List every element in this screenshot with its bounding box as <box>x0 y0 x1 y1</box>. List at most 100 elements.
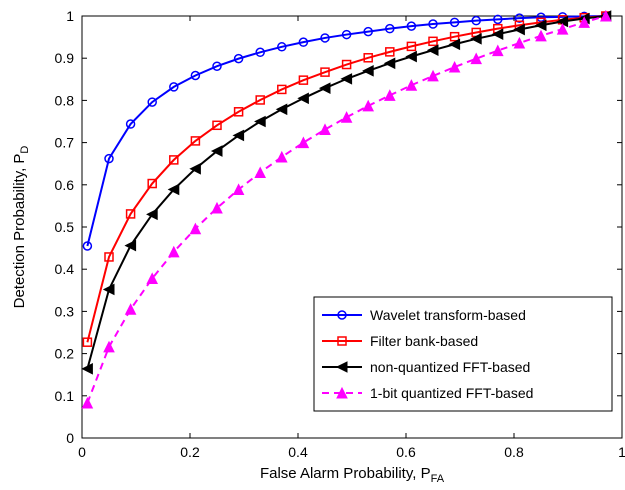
data-point-1-bit-quantized-fft-based <box>275 150 288 163</box>
series-filter-bank-based <box>82 11 611 347</box>
data-point-wavelet-transform-based <box>82 241 93 251</box>
series-line-wavelet-transform-based <box>86 15 606 247</box>
data-point-1-bit-quantized-fft-based <box>578 16 591 28</box>
data-point-non-quantized-fft-based <box>318 82 331 94</box>
data-point-1-bit-quantized-fft-based <box>254 166 267 179</box>
x-tick-label: 1 <box>618 444 625 460</box>
y-tick-label: 0.5 <box>55 219 75 235</box>
y-tick-label: 0.8 <box>55 92 75 108</box>
x-axis-title-subscript: FA <box>431 473 445 485</box>
data-point-filter-bank-based <box>428 36 438 47</box>
data-point-filter-bank-based <box>320 67 330 77</box>
data-point-filter-bank-based <box>147 178 157 189</box>
legend-item-1-bit-quantized-fft-based: 1-bit quantized FFT-based <box>322 385 533 401</box>
data-point-wavelet-transform-based <box>471 15 481 26</box>
data-point-1-bit-quantized-fft-based <box>211 201 223 214</box>
data-point-1-bit-quantized-fft-based <box>535 29 547 42</box>
data-point-wavelet-transform-based <box>449 17 460 28</box>
data-point-non-quantized-fft-based <box>534 19 547 32</box>
series-line-filter-bank-based <box>86 15 606 343</box>
data-point-non-quantized-fft-based <box>167 183 180 196</box>
legend-label: Wavelet transform-based <box>370 307 526 323</box>
data-point-non-quantized-fft-based <box>102 283 115 296</box>
data-point-non-quantized-fft-based <box>426 44 439 56</box>
legend-swatch-marker <box>337 310 347 320</box>
data-point-1-bit-quantized-fft-based <box>448 60 461 73</box>
data-point-1-bit-quantized-fft-based <box>319 123 331 136</box>
data-point-non-quantized-fft-based <box>340 73 353 85</box>
data-point-filter-bank-based <box>233 107 244 117</box>
data-point-filter-bank-based <box>104 252 114 262</box>
x-tick-label: 0.6 <box>396 444 416 460</box>
legend-item-filter-bank-based: Filter bank-based <box>322 333 478 349</box>
data-point-wavelet-transform-based <box>125 119 136 129</box>
data-point-1-bit-quantized-fft-based <box>513 36 526 49</box>
data-point-wavelet-transform-based <box>169 82 179 92</box>
data-point-filter-bank-based <box>385 47 395 57</box>
y-tick-label: 0.9 <box>55 50 75 66</box>
y-axis-ticks: 0 0.1 0.2 0.3 0.4 0.5 0.6 0.7 0.8 0.9 1 <box>55 8 622 446</box>
data-point-non-quantized-fft-based <box>470 32 482 45</box>
legend-swatch-marker <box>336 386 348 399</box>
data-point-wavelet-transform-based <box>341 29 352 40</box>
y-axis-title-main: Detection Probability, P <box>11 154 28 309</box>
data-point-filter-bank-based <box>190 136 201 146</box>
data-point-filter-bank-based <box>363 53 373 63</box>
data-point-filter-bank-based <box>406 41 417 52</box>
series-wavelet-transform-based <box>82 11 611 251</box>
y-tick-label: 1 <box>66 8 74 24</box>
data-point-non-quantized-fft-based <box>491 28 504 40</box>
y-tick-label: 0.6 <box>55 177 75 193</box>
data-point-1-bit-quantized-fft-based <box>427 69 439 82</box>
data-point-wavelet-transform-based <box>277 42 287 52</box>
data-point-filter-bank-based <box>169 155 179 165</box>
x-tick-label: 0.4 <box>288 444 308 460</box>
legend: Wavelet transform-based Filter bank-based… <box>313 296 613 412</box>
legend-item-wavelet-transform-based: Wavelet transform-based <box>322 307 526 323</box>
x-tick-label: 0.2 <box>180 444 200 460</box>
data-point-wavelet-transform-based <box>104 153 114 164</box>
data-point-1-bit-quantized-fft-based <box>383 89 396 101</box>
data-point-filter-bank-based <box>255 95 265 105</box>
data-point-filter-bank-based <box>449 31 460 42</box>
data-point-1-bit-quantized-fft-based <box>103 340 115 353</box>
data-point-non-quantized-fft-based <box>362 65 374 77</box>
data-point-non-quantized-fft-based <box>146 208 158 221</box>
x-axis-title: False Alarm Probability, PFA <box>260 465 445 485</box>
data-point-wavelet-transform-based <box>212 61 222 71</box>
data-point-wavelet-transform-based <box>298 37 309 47</box>
data-point-non-quantized-fft-based <box>448 38 461 51</box>
y-tick-label: 0.7 <box>55 135 75 151</box>
data-point-non-quantized-fft-based <box>189 162 201 175</box>
series-layer <box>81 9 612 409</box>
data-point-non-quantized-fft-based <box>513 23 525 36</box>
data-point-wavelet-transform-based <box>233 53 244 64</box>
data-point-1-bit-quantized-fft-based <box>189 222 202 235</box>
data-point-1-bit-quantized-fft-based <box>81 396 94 409</box>
plot-area <box>81 9 623 439</box>
data-point-non-quantized-fft-based <box>124 239 137 252</box>
data-point-1-bit-quantized-fft-based <box>124 303 137 315</box>
data-point-wavelet-transform-based <box>255 47 265 58</box>
y-axis-title-subscript: D <box>19 146 31 154</box>
data-point-non-quantized-fft-based <box>254 115 266 128</box>
data-point-filter-bank-based <box>212 120 222 131</box>
legend-swatch-marker <box>335 361 348 373</box>
y-tick-label: 0 <box>66 430 74 446</box>
data-point-wavelet-transform-based <box>428 19 438 29</box>
data-point-wavelet-transform-based <box>363 26 373 37</box>
data-point-wavelet-transform-based <box>536 12 546 23</box>
data-point-wavelet-transform-based <box>514 13 525 23</box>
data-point-wavelet-transform-based <box>385 23 395 34</box>
data-point-non-quantized-fft-based <box>405 50 417 63</box>
legend-label: Filter bank-based <box>370 333 478 349</box>
x-axis-ticks: 0 0.2 0.4 0.6 0.8 1 <box>78 16 625 460</box>
data-point-wavelet-transform-based <box>406 21 417 31</box>
data-point-1-bit-quantized-fft-based <box>167 245 180 258</box>
x-tick-label: 0.8 <box>504 444 524 460</box>
data-point-1-bit-quantized-fft-based <box>491 44 504 57</box>
y-tick-label: 0.4 <box>55 261 75 277</box>
series-1-bit-quantized-fft-based <box>81 9 612 409</box>
data-point-non-quantized-fft-based <box>232 129 245 142</box>
